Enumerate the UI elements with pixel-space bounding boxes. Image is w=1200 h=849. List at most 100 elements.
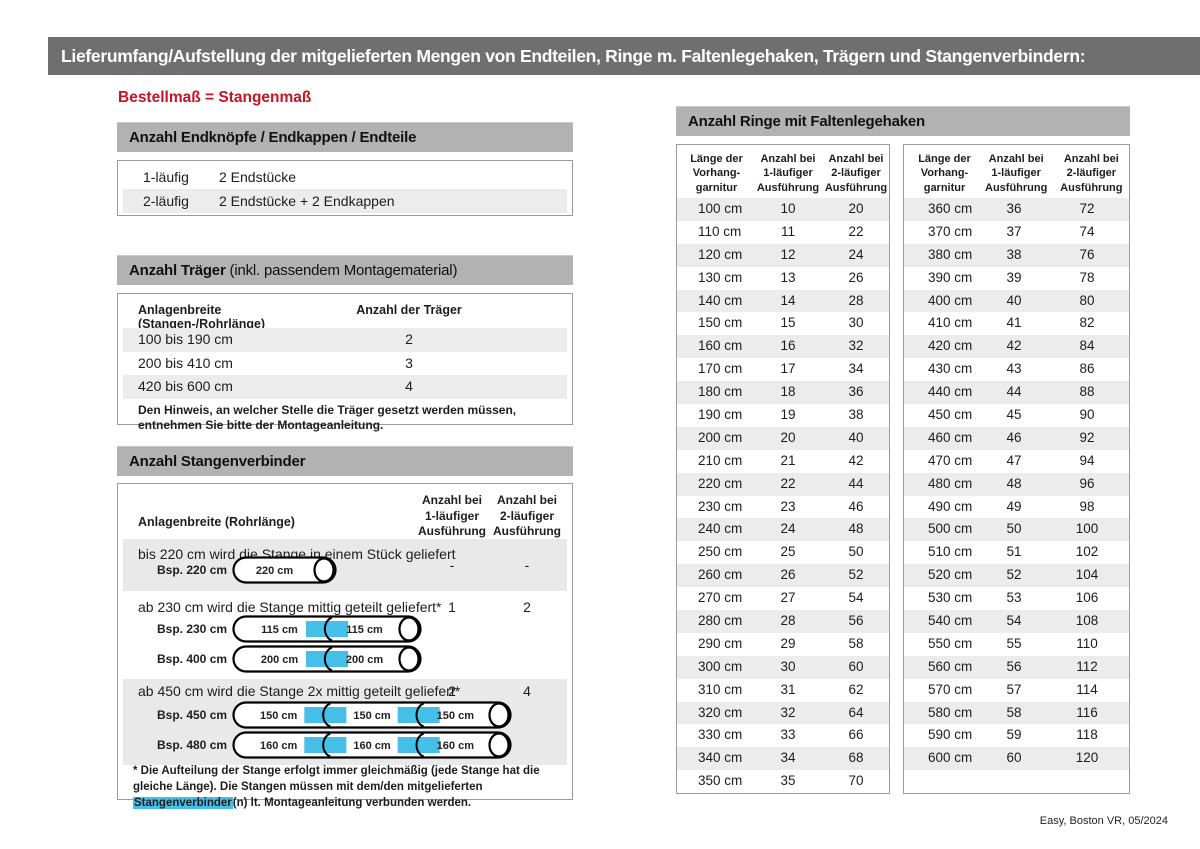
cell-anzahl-1-laeufig: 56 (1006, 658, 1022, 674)
rod-segment-label: 160 cm (437, 740, 475, 752)
cell-anzahl-2-laeufig: 34 (848, 361, 864, 377)
cell-anzahl-2-laeufig: 20 (848, 201, 864, 216)
cell-anzahl-2-laeufig: 86 (1079, 361, 1095, 377)
rod-segment-label: 220 cm (256, 565, 294, 577)
table-row: 550 cm 55 110 (904, 633, 1129, 656)
rod-connector (397, 737, 440, 753)
rod-example-line: Bsp. 450 cm 150 cm 150 cm 150 cm (123, 701, 567, 729)
cell-anzahl-1-laeufig: 28 (780, 613, 796, 629)
verbinder-count-1: - (449, 557, 455, 573)
rod-example-line: Bsp. 400 cm 200 cm 200 cm (123, 645, 567, 673)
traeger-rows: 100 bis 190 cm 2 200 bis 410 cm 3 420 bis 60… (118, 328, 572, 399)
cell-anzahl-2-laeufig: 82 (1079, 315, 1095, 331)
table-row: 1-läufig 2 Endstücke (123, 165, 567, 189)
cell-anzahl-1-laeufig: 58 (1006, 704, 1022, 720)
table-row: 590 cm 59 118 (904, 724, 1129, 747)
table-row: 200 bis 410 cm 3 (123, 352, 567, 376)
cell-anzahl-2-laeufig: 76 (1079, 246, 1095, 262)
rod-joint-arc (322, 732, 331, 758)
rod-segment-label: 160 cm (260, 740, 298, 752)
table-row: 380 cm 38 76 (904, 243, 1129, 267)
cell-laenge: 100 cm (698, 201, 743, 216)
table-row: 180 cm 18 36 (677, 381, 889, 405)
cell-anzahl-1-laeufig: 46 (1006, 429, 1022, 445)
cell-anzahl-1-laeufig: 27 (780, 590, 796, 606)
table-row: 470 cm 47 94 (904, 450, 1129, 473)
table-row: 100 cm 10 20 (677, 198, 889, 221)
cell-anzahl-2-laeufig: 50 (848, 544, 864, 560)
cell-laenge: 380 cm (928, 246, 973, 262)
traeger-note: Den Hinweis, an welcher Stelle die Träge… (138, 402, 517, 433)
table-row: 270 cm 27 54 (677, 587, 889, 610)
cell-anzahl-1-laeufig: 22 (780, 475, 796, 491)
cell-anzahl-2-laeufig: 32 (848, 338, 864, 354)
section-header-traeger: Anzahl Träger (inkl. passendem Montagema… (117, 255, 573, 285)
cell-anzahl-1-laeufig: 45 (1006, 407, 1022, 423)
table-row: 540 cm 54 108 (904, 610, 1129, 633)
table-row: 2-läufig 2 Endstücke + 2 Endkappen (123, 189, 567, 213)
cell-anzahl-1-laeufig: 21 (780, 452, 796, 468)
rod-joint-arc (322, 702, 331, 728)
table-row: 110 cm 11 22 (677, 221, 889, 244)
cell-anzahl-2-laeufig: 64 (848, 704, 864, 720)
cell-anzahl-1-laeufig: 40 (1006, 292, 1022, 308)
page-title-bar: Lieferumfang/Aufstellung der mitgeliefer… (48, 37, 1200, 75)
cell-anzahl-1-laeufig: 43 (1006, 361, 1022, 377)
table-row: 520 cm 52 104 (904, 564, 1129, 588)
cell-lieferumfang: 2 Endstücke (219, 169, 297, 185)
cell-anzahl-2-laeufig: 68 (848, 750, 864, 766)
cell-laenge: 230 cm (698, 498, 743, 514)
cell-anzahl-1-laeufig: 37 (1006, 223, 1022, 239)
cell-laenge: 480 cm (928, 475, 973, 491)
cell-laenge: 520 cm (928, 567, 973, 583)
verbinder-count-2: 2 (523, 599, 531, 615)
table-row: 410 cm 41 82 (904, 312, 1129, 335)
rod-example-label: Bsp. 480 cm (157, 738, 228, 752)
verbinder-footnote: * Die Aufteilung der Stange erfolgt imme… (133, 763, 565, 811)
table-row: 390 cm 39 78 (904, 267, 1129, 290)
cell-laenge: 240 cm (698, 521, 743, 537)
cell-anzahl-2-laeufig: 108 (1075, 613, 1099, 629)
stangenverbinder-table: Anlagenbreite (Rohrlänge) Anzahl bei 1-l… (117, 483, 573, 810)
page-title: Lieferumfang/Aufstellung der mitgeliefer… (61, 46, 1086, 66)
cell-laenge: 260 cm (698, 567, 743, 583)
cell-anzahl-1-laeufig: 33 (780, 727, 796, 743)
cell-anzahl-1-laeufig: 53 (1006, 590, 1022, 606)
cell-anzahl-1-laeufig: 34 (780, 750, 796, 766)
table-row: 580 cm 58 116 (904, 701, 1129, 725)
ring-table-2-rows: 360 cm 36 72 370 cm 37 74 380 cm 38 76 390 cm 39 78… (904, 198, 1129, 771)
table-row: 230 cm 23 46 (677, 496, 889, 519)
cell-anzahl-2-laeufig: 94 (1079, 452, 1095, 468)
verbinder-rule-text: ab 230 cm wird die Stange mittig geteilt… (138, 599, 442, 615)
column-header-anzahl-traeger: Anzahl der Träger (356, 303, 462, 317)
order-measure-note: Bestellmaß = Stangenmaß (118, 89, 312, 106)
column-header-1-laeufig: Anzahl bei 1-läufiger Ausführung (756, 153, 820, 194)
cell-anzahl-1-laeufig: 13 (780, 269, 796, 285)
table-row: 440 cm 44 88 (904, 381, 1129, 405)
verbinder-rule-text: bis 220 cm wird die Stange in einem Stüc… (138, 546, 456, 562)
table-row: 320 cm 32 64 (677, 701, 889, 725)
cell-anzahl-2-laeufig: 60 (848, 658, 864, 674)
cell-anzahl-traeger: 2 (405, 331, 413, 347)
table-row: 290 cm 29 58 (677, 633, 889, 656)
rod-end-cap (488, 702, 510, 728)
cell-anzahl-1-laeufig: 35 (780, 773, 796, 789)
column-header-2-laeufig: Anzahl bei 2-läufiger Ausführung (1060, 153, 1123, 194)
rod-diagram: 200 cm 200 cm (232, 645, 422, 673)
cell-anzahl-1-laeufig: 38 (1006, 246, 1022, 262)
cell-anzahl-2-laeufig: 118 (1076, 727, 1098, 743)
footnote-highlight: Stangenverbinder (133, 797, 233, 810)
rod-diagrams: Bsp. 230 cm 115 cm 115 cm Bsp. 400 cm 200 cm… (123, 615, 567, 675)
endteile-rows: 1-läufig 2 Endstücke 2-läufig 2 Endstücke +… (118, 165, 572, 213)
cell-lieferumfang: 2 Endstücke + 2 Endkappen (219, 193, 395, 209)
cell-anzahl-1-laeufig: 54 (1006, 613, 1022, 629)
rod-segment-label: 150 cm (260, 710, 298, 722)
cell-anzahl-2-laeufig: 80 (1079, 292, 1095, 308)
cell-laenge: 130 cm (698, 269, 743, 285)
table-row: 250 cm 25 50 (677, 541, 889, 564)
rod-example-label: Bsp. 230 cm (157, 622, 228, 636)
rod-diagram: 220 cm (232, 556, 337, 584)
cell-laenge: 190 cm (698, 407, 743, 423)
verbinder-count-2: 4 (523, 683, 531, 699)
